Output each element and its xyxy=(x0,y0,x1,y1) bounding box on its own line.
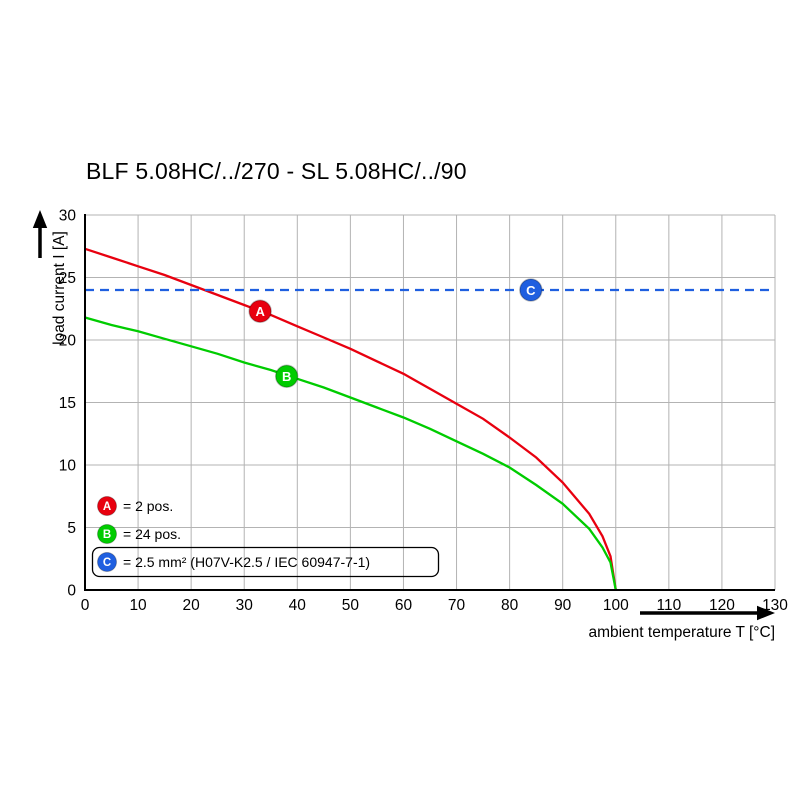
marker-A: A xyxy=(248,299,272,323)
svg-text:25: 25 xyxy=(59,270,76,287)
x-axis-arrow xyxy=(640,605,775,621)
legend-marker-icon xyxy=(97,552,117,572)
axes xyxy=(84,214,775,591)
svg-text:10: 10 xyxy=(129,597,147,614)
svg-text:B: B xyxy=(103,529,111,541)
legend-marker-icon xyxy=(97,524,117,544)
curve-B xyxy=(84,316,617,591)
x-axis-label: ambient temperature T [°C] xyxy=(588,624,775,641)
svg-text:110: 110 xyxy=(656,597,681,614)
svg-text:40: 40 xyxy=(289,597,307,614)
x-tick-labels: 0 10 20 30 40 50 60 70 80 90 100 110 120 130 xyxy=(81,597,789,614)
svg-text:A: A xyxy=(255,304,265,319)
legend-entry-C: C = 2.5 mm² (H07V-K2.5 / IEC 60947-7-1) xyxy=(91,546,440,578)
svg-text:50: 50 xyxy=(342,597,360,614)
svg-text:0: 0 xyxy=(67,583,76,600)
y-tick-labels: 0 5 10 15 20 25 30 xyxy=(59,208,77,600)
svg-text:30: 30 xyxy=(236,597,254,614)
legend-entry-A: A = 2 pos. xyxy=(97,496,173,516)
svg-text:C: C xyxy=(103,557,111,569)
legend-entry-box xyxy=(91,546,440,578)
svg-text:130: 130 xyxy=(762,597,788,614)
legend-entry-B: B = 24 pos. xyxy=(97,524,181,544)
svg-text:5: 5 xyxy=(67,520,76,537)
svg-text:10: 10 xyxy=(59,458,77,475)
svg-text:0: 0 xyxy=(81,597,90,614)
svg-text:30: 30 xyxy=(59,208,77,225)
svg-text:= 2 pos.: = 2 pos. xyxy=(123,498,173,514)
svg-text:120: 120 xyxy=(709,597,735,614)
svg-text:90: 90 xyxy=(554,597,572,614)
grid xyxy=(84,214,776,591)
svg-text:60: 60 xyxy=(395,597,413,614)
svg-text:A: A xyxy=(103,501,111,513)
curve-A xyxy=(84,247,617,591)
chart-title: BLF 5.08HC/../270 - SL 5.08HC/../90 xyxy=(86,158,467,184)
marker-C: C xyxy=(519,278,543,302)
svg-text:= 24 pos.: = 24 pos. xyxy=(123,526,181,542)
y-axis-arrow xyxy=(32,210,48,258)
svg-text:20: 20 xyxy=(59,333,77,350)
svg-text:15: 15 xyxy=(59,395,76,412)
legend-marker-icon xyxy=(97,496,117,516)
svg-text:= 2.5 mm² (H07V-K2.5 / IEC 609: = 2.5 mm² (H07V-K2.5 / IEC 60947-7-1) xyxy=(123,554,370,570)
svg-text:80: 80 xyxy=(501,597,519,614)
svg-text:C: C xyxy=(526,283,536,298)
marker-B: B xyxy=(274,364,299,388)
legend: A = 2 pos. B = 24 pos. C = 2.5 mm² (H07V-K2.5… xyxy=(91,496,440,578)
svg-text:B: B xyxy=(282,369,291,384)
svg-text:20: 20 xyxy=(183,597,201,614)
svg-text:70: 70 xyxy=(448,597,466,614)
svg-text:100: 100 xyxy=(603,597,629,614)
